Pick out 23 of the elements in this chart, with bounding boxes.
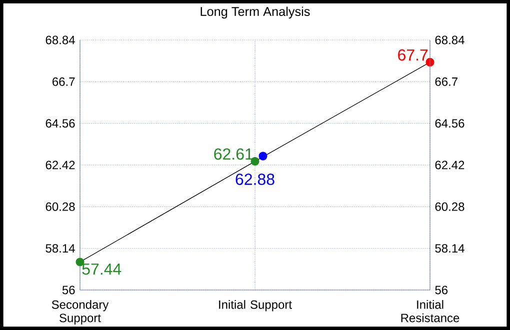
y2-tick-label: 64.56 bbox=[435, 119, 464, 128]
chart-title: Long Term Analysis bbox=[200, 6, 310, 19]
data-label: 62.61 bbox=[214, 148, 253, 160]
y2-tick-label: 66.7 bbox=[435, 77, 458, 86]
data-label: 67.7 bbox=[398, 49, 428, 61]
y2-tick-label: 60.28 bbox=[435, 202, 464, 211]
data-label: 62.88 bbox=[236, 174, 274, 185]
y-tick-label: 68.84 bbox=[46, 36, 75, 44]
y2-tick-label: 68.84 bbox=[435, 36, 464, 44]
y-tick-label: 64.56 bbox=[46, 119, 75, 128]
y-tick-label: 56 bbox=[62, 286, 75, 294]
y-tick-label: 58.14 bbox=[46, 244, 75, 253]
y-tick-label: 62.42 bbox=[46, 160, 75, 170]
y2-tick-label: 56 bbox=[435, 286, 448, 294]
x-tick-label: Initial Resistance bbox=[401, 300, 460, 322]
point bbox=[250, 157, 260, 166]
x-tick-label: Initial Support bbox=[219, 300, 292, 312]
x-tick-label: Secondary Support bbox=[52, 300, 109, 325]
y2-tick-label: 62.42 bbox=[435, 160, 464, 170]
y2-tick-label: 58.14 bbox=[435, 244, 464, 253]
y-tick-label: 66.7 bbox=[52, 77, 75, 86]
y-tick-label: 60.28 bbox=[46, 202, 75, 211]
data-label: 57.44 bbox=[82, 264, 122, 275]
